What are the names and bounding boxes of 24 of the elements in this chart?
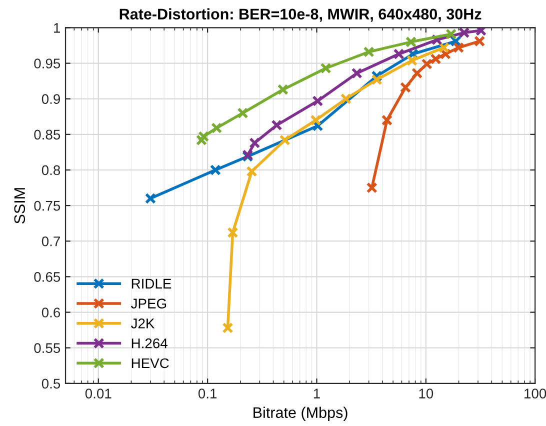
y-tick-label: 0.5 bbox=[42, 378, 60, 389]
y-tick-label: 0.95 bbox=[34, 58, 60, 68]
y-tick-label: 0.65 bbox=[34, 272, 60, 282]
chart-title: Rate-Distortion: BER=10e-8, MWIR, 640x480, 30Hz bbox=[120, 8, 482, 22]
legend-label: RIDLE bbox=[132, 278, 172, 288]
legend-label: J2K bbox=[131, 318, 155, 328]
x-axis-title: Bitrate (Mbps) bbox=[254, 406, 348, 422]
legend-label: H.264 bbox=[132, 338, 168, 348]
y-tick-label: 0.9 bbox=[42, 94, 60, 104]
x-tick-label: 100 bbox=[524, 388, 546, 398]
y-tick-label: 0.8 bbox=[42, 165, 60, 176]
y-tick-label: 0.85 bbox=[34, 130, 60, 140]
y-tick-label: 0.7 bbox=[42, 236, 60, 246]
x-tick-label: 1 bbox=[314, 388, 320, 398]
y-tick-label: 0.6 bbox=[42, 308, 60, 318]
y-axis-title: SSIM bbox=[14, 188, 26, 224]
y-tick-label: 0.75 bbox=[34, 200, 60, 211]
x-tick-label: 0.01 bbox=[85, 388, 112, 398]
x-tick-label: 0.1 bbox=[198, 388, 217, 398]
y-tick-label: 0.55 bbox=[34, 343, 60, 353]
legend-label: JPEG bbox=[131, 298, 166, 308]
y-tick-label: 1 bbox=[54, 23, 60, 33]
x-tick-label: 10 bbox=[419, 388, 434, 398]
legend-label: HEVC bbox=[132, 358, 169, 368]
